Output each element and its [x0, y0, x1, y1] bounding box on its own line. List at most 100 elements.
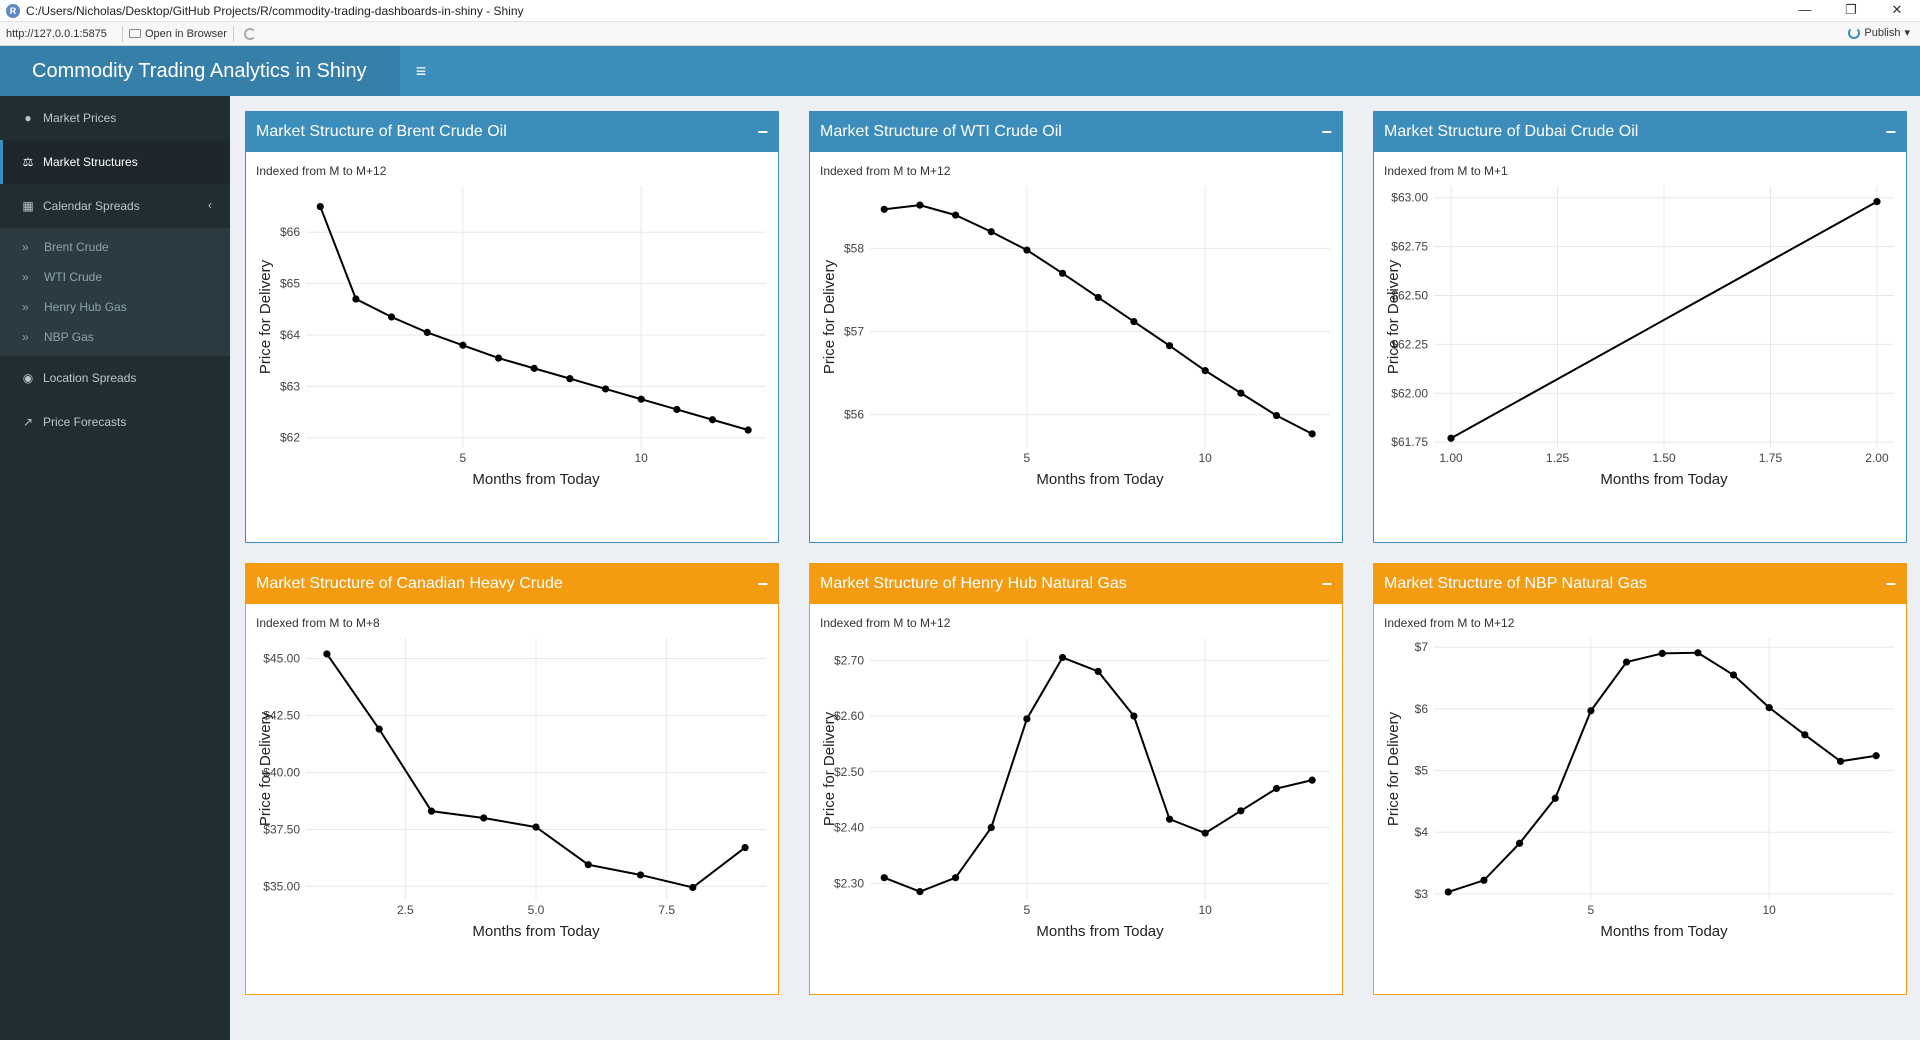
data-point[interactable]: [375, 725, 383, 733]
data-point[interactable]: [1765, 704, 1773, 712]
data-point[interactable]: [1658, 649, 1666, 658]
collapse-icon[interactable]: −: [757, 574, 768, 594]
sidebar-subitem-henry-hub-gas[interactable]: » Henry Hub Gas: [0, 292, 230, 322]
collapse-icon[interactable]: −: [1321, 574, 1332, 594]
brent-structure-chart[interactable]: $62 $63 $64 $65 $66 5 10 Months from Today Price…: [246, 176, 778, 542]
data-point[interactable]: [1587, 707, 1595, 715]
y-tick-label: $40.00: [263, 765, 300, 779]
data-point[interactable]: [987, 823, 995, 832]
data-point[interactable]: [323, 650, 331, 658]
data-point[interactable]: [566, 375, 574, 383]
x-tick-label: 10: [1199, 903, 1213, 917]
data-point[interactable]: [880, 205, 888, 213]
data-point[interactable]: [494, 354, 503, 362]
sidebar-item-market-structures[interactable]: ⚖ Market Structures: [0, 140, 230, 184]
data-point[interactable]: [480, 814, 488, 822]
y-axis-title: Price for Delivery: [257, 711, 274, 826]
data-point[interactable]: [584, 861, 592, 869]
data-point[interactable]: [1551, 794, 1559, 802]
wti-structure-chart[interactable]: $56 $57 $58 5 10 Months from Today Price for D…: [810, 176, 1342, 542]
data-point[interactable]: [1201, 829, 1209, 837]
data-point[interactable]: [1165, 815, 1174, 823]
series-line: [883, 656, 1313, 893]
data-point[interactable]: [427, 807, 436, 815]
sidebar-subitem-wti-crude[interactable]: » WTI Crude: [0, 262, 230, 292]
sidebar-item-price-forecasts[interactable]: ↗ Price Forecasts: [0, 400, 230, 444]
nbp-structure-chart[interactable]: $3 $4 $5 $6 $7 5 10 Months from Today Price for …: [1374, 628, 1906, 994]
data-point[interactable]: [1023, 715, 1031, 723]
data-point[interactable]: [316, 202, 324, 211]
data-point[interactable]: [1272, 784, 1281, 793]
sidebar-toggle-icon[interactable]: ≡: [415, 61, 427, 81]
data-point[interactable]: [352, 295, 360, 303]
data-point[interactable]: [530, 364, 538, 372]
minimize-button[interactable]: —: [1798, 2, 1812, 17]
data-point[interactable]: [1729, 671, 1738, 679]
window-controls: — ❐ ✕: [1782, 0, 1920, 22]
dubai-structure-chart[interactable]: $61.75 $62.00 $62.25 $62.50 $62.75 $63.00 1.00…: [1374, 176, 1906, 542]
data-point[interactable]: [987, 228, 995, 236]
data-point[interactable]: [459, 341, 467, 349]
sidebar-item-market-prices[interactable]: ● Market Prices: [0, 96, 230, 140]
data-point[interactable]: [1308, 430, 1316, 438]
data-point[interactable]: [1801, 731, 1809, 739]
data-point[interactable]: [1130, 712, 1138, 720]
collapse-icon[interactable]: −: [1885, 574, 1896, 594]
data-point[interactable]: [916, 201, 924, 209]
data-point[interactable]: [1515, 839, 1524, 847]
data-point[interactable]: [1872, 752, 1880, 760]
restore-button[interactable]: ❐: [1845, 2, 1857, 17]
x-tick-label: 10: [1199, 451, 1213, 465]
data-point[interactable]: [1694, 649, 1702, 657]
data-point[interactable]: [951, 211, 960, 219]
data-point[interactable]: [689, 883, 697, 892]
x-tick-label: 1.25: [1546, 451, 1570, 465]
url-field[interactable]: http://127.0.0.1:5875: [6, 27, 107, 40]
app-title[interactable]: Commodity Trading Analytics in Shiny: [0, 46, 400, 96]
canadian-heavy-structure-chart[interactable]: $35.00 $37.50 $40.00 $42.50 $45.00 2.5 5.0 7.5 M…: [246, 628, 778, 994]
data-point[interactable]: [1058, 653, 1067, 662]
henry-hub-structure-chart[interactable]: $2.30 $2.40 $2.50 $2.60 $2.70 5 10 Months from …: [810, 628, 1342, 994]
data-point[interactable]: [916, 888, 924, 896]
data-point[interactable]: [1480, 876, 1488, 884]
sidebar-item-calendar-spreads[interactable]: ▦ Calendar Spreads ‹: [0, 184, 230, 228]
refresh-icon[interactable]: [243, 27, 256, 40]
data-point[interactable]: [880, 874, 888, 882]
open-in-browser-button[interactable]: Open in Browser: [129, 28, 227, 40]
data-point[interactable]: [708, 416, 717, 424]
collapse-icon[interactable]: −: [1321, 122, 1332, 142]
data-point[interactable]: [423, 328, 431, 337]
data-point[interactable]: [951, 874, 960, 882]
data-point[interactable]: [1272, 411, 1281, 420]
data-point[interactable]: [744, 426, 752, 434]
data-point[interactable]: [1308, 776, 1316, 784]
collapse-icon[interactable]: −: [757, 122, 768, 142]
publish-button[interactable]: Publish ▾: [1848, 26, 1910, 39]
data-point[interactable]: [1130, 317, 1138, 326]
data-point[interactable]: [1023, 246, 1031, 254]
data-point[interactable]: [637, 395, 645, 403]
data-point[interactable]: [1444, 888, 1452, 896]
collapse-icon[interactable]: −: [1885, 122, 1896, 142]
data-point[interactable]: [1165, 342, 1174, 350]
data-point[interactable]: [1237, 807, 1245, 815]
sidebar-subitem-brent-crude[interactable]: » Brent Crude: [0, 232, 230, 262]
data-point[interactable]: [1622, 658, 1631, 666]
data-point[interactable]: [532, 823, 540, 831]
data-point[interactable]: [636, 871, 645, 879]
data-point[interactable]: [387, 313, 396, 321]
data-point[interactable]: [1237, 389, 1245, 397]
data-point[interactable]: [673, 405, 681, 414]
sidebar-subitem-nbp-gas[interactable]: » NBP Gas: [0, 322, 230, 352]
data-point[interactable]: [741, 844, 749, 852]
data-point[interactable]: [1094, 667, 1102, 676]
data-point[interactable]: [1836, 757, 1845, 765]
close-button[interactable]: ✕: [1891, 2, 1903, 17]
data-point[interactable]: [1447, 434, 1455, 442]
data-point[interactable]: [1094, 293, 1102, 302]
data-point[interactable]: [1058, 269, 1067, 277]
data-point[interactable]: [1201, 367, 1209, 375]
data-point[interactable]: [601, 385, 610, 393]
sidebar-item-location-spreads[interactable]: ◉ Location Spreads: [0, 356, 230, 400]
data-point[interactable]: [1873, 198, 1881, 206]
